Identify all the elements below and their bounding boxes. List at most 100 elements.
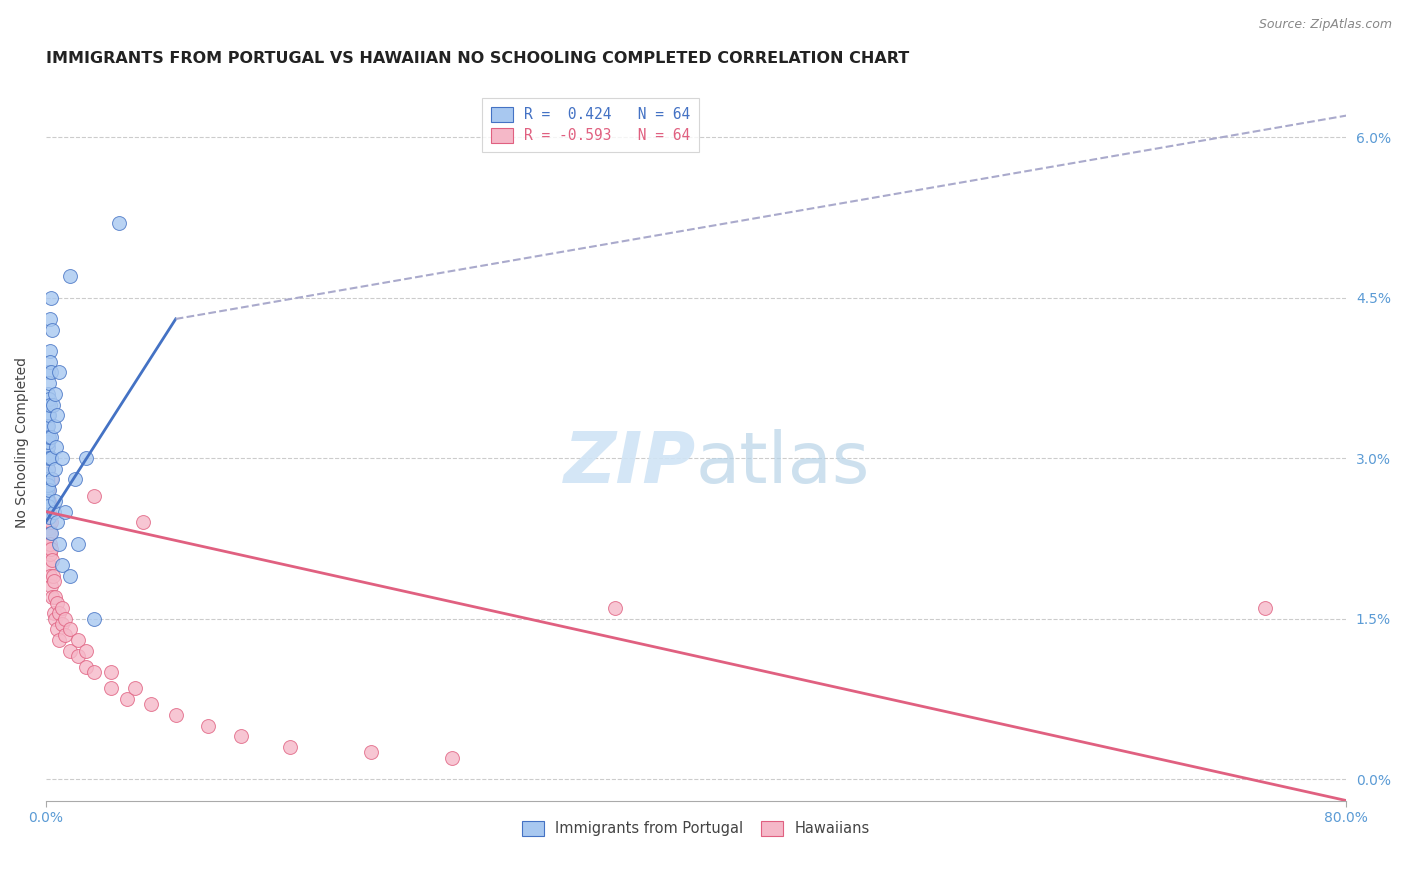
Point (35, 419, 58, 434)
Point (37, 430, 59, 444)
Point (115, 691, 138, 706)
Point (37, 500, 59, 514)
Point (124, 681, 146, 695)
Point (37, 537, 59, 551)
Point (37, 500, 59, 514)
Point (41, 473, 63, 487)
Point (37, 483, 59, 498)
Point (39, 430, 62, 444)
Point (38, 392, 60, 407)
Point (39, 398, 62, 412)
Point (51, 558, 73, 573)
Point (41, 451, 63, 466)
Text: ZIP: ZIP (564, 429, 696, 498)
Point (46, 596, 69, 610)
Point (59, 569, 82, 583)
Point (53, 612, 76, 626)
Point (38, 344, 60, 359)
Point (42, 574, 65, 589)
Point (75, 643, 97, 657)
Point (53, 505, 76, 519)
Point (59, 643, 82, 657)
Point (38, 430, 60, 444)
Point (44, 612, 66, 626)
Point (38, 516, 60, 530)
Point (37, 526, 59, 541)
Point (38, 312, 60, 326)
Point (46, 409, 69, 423)
Point (37, 478, 59, 492)
Point (39, 291, 62, 305)
Point (37, 494, 59, 508)
Legend: Immigrants from Portugal, Hawaiians: Immigrants from Portugal, Hawaiians (515, 814, 877, 844)
Point (44, 591, 66, 605)
Point (44, 387, 66, 401)
Point (197, 718, 219, 732)
Point (39, 526, 62, 541)
Point (37, 505, 59, 519)
Point (35, 494, 58, 508)
Point (59, 622, 82, 636)
Point (37, 398, 59, 412)
Point (35, 478, 58, 492)
Y-axis label: No Schooling Completed: No Schooling Completed (15, 357, 30, 527)
Point (38, 505, 60, 519)
Point (41, 366, 63, 380)
Point (48, 607, 70, 621)
Point (38, 526, 60, 541)
Point (83, 665, 105, 679)
Point (35, 500, 58, 514)
Point (46, 622, 69, 636)
Point (39, 569, 62, 583)
Point (37, 473, 59, 487)
Point (67, 632, 90, 647)
Point (37, 441, 59, 455)
Point (67, 648, 90, 663)
Point (37, 419, 59, 434)
Point (441, 750, 464, 764)
Point (38, 548, 60, 562)
Point (132, 516, 155, 530)
Point (39, 537, 62, 551)
Point (37, 419, 59, 434)
Point (38, 409, 60, 423)
Point (38, 510, 60, 524)
Point (37, 441, 59, 455)
Point (37, 510, 59, 524)
Point (46, 516, 69, 530)
Point (75, 451, 97, 466)
Point (44, 494, 66, 508)
Text: atlas: atlas (696, 429, 870, 498)
Point (48, 537, 70, 551)
Point (39, 473, 62, 487)
Point (38, 451, 60, 466)
Point (38, 494, 60, 508)
Point (83, 489, 105, 503)
Point (37, 462, 59, 476)
Point (165, 707, 187, 722)
Point (360, 745, 382, 759)
Point (38, 558, 60, 573)
Point (41, 542, 63, 557)
Point (278, 739, 301, 754)
Point (59, 269, 82, 284)
Point (67, 537, 90, 551)
Point (41, 580, 63, 594)
Point (108, 216, 131, 230)
Point (42, 607, 65, 621)
Point (35, 425, 58, 439)
Point (48, 632, 70, 647)
Text: Source: ZipAtlas.com: Source: ZipAtlas.com (1258, 18, 1392, 31)
Point (42, 398, 65, 412)
Point (35, 435, 58, 450)
Point (35, 500, 58, 514)
Point (37, 489, 59, 503)
Point (35, 446, 58, 460)
Point (53, 627, 76, 641)
Point (38, 542, 60, 557)
Point (229, 729, 252, 743)
Point (141, 697, 163, 711)
Point (39, 516, 62, 530)
Point (75, 659, 97, 673)
Point (37, 494, 59, 508)
